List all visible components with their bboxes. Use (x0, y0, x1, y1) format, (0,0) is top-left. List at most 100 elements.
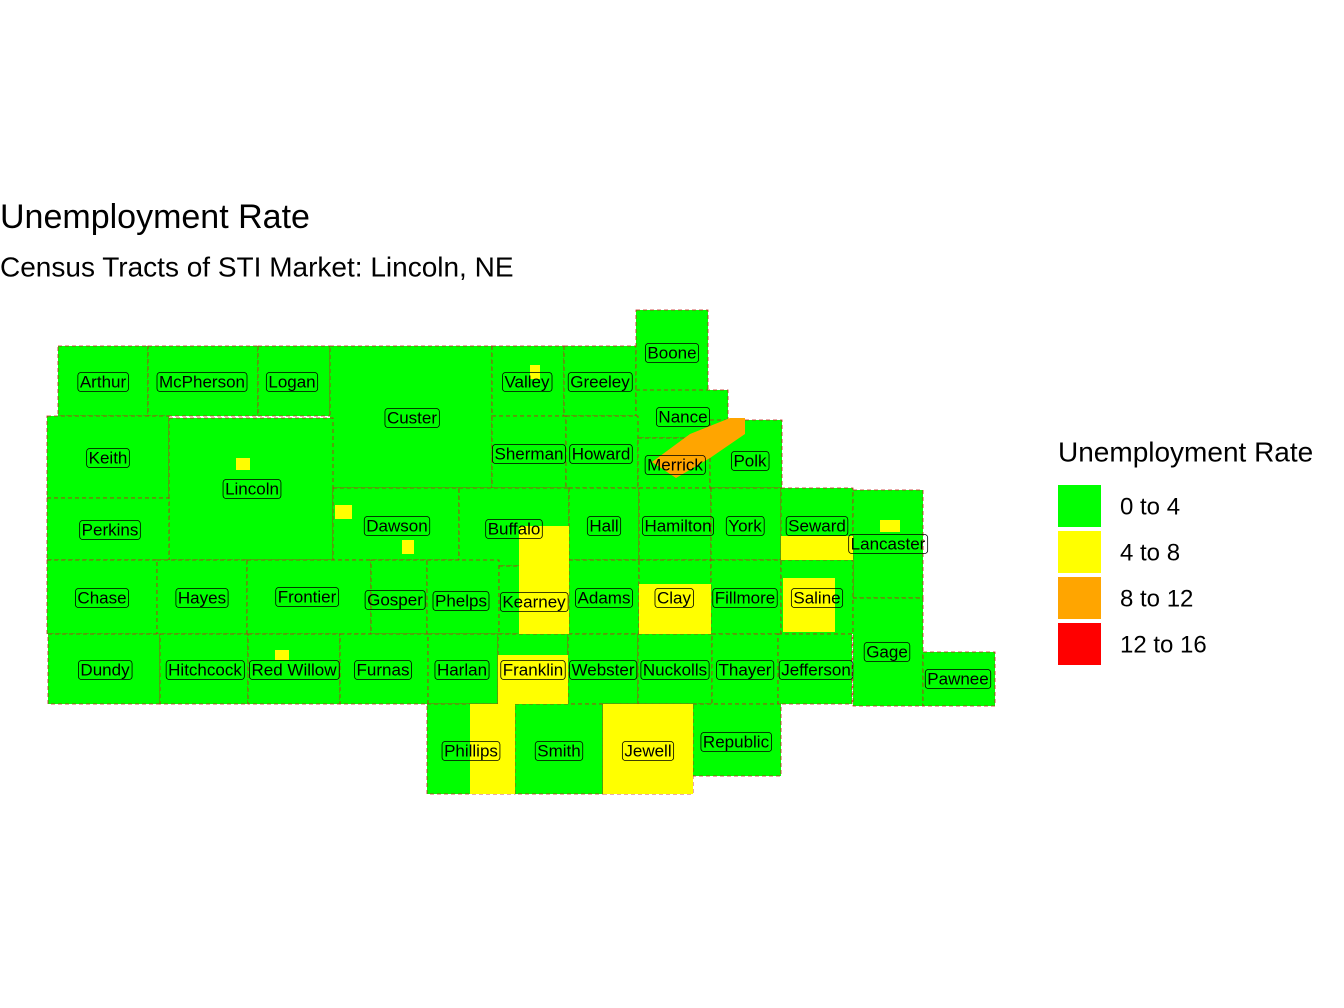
county-label: Kearney (502, 592, 566, 611)
county-label-box (492, 444, 566, 464)
county-label-box (569, 660, 638, 680)
county-label-box (848, 534, 929, 554)
county-shape (47, 633, 161, 705)
county-label: Clay (657, 588, 692, 607)
county-shape (427, 633, 499, 705)
legend-swatch (1058, 623, 1101, 665)
legend-label: 12 to 16 (1120, 631, 1207, 658)
map-subtitle: Census Tracts of STI Market: Lincoln, NE (0, 251, 514, 282)
county-label-box (575, 588, 633, 608)
legend: 0 to 4 4 to 8 8 to 12 12 to 16 (1058, 485, 1207, 665)
county-shape (777, 633, 853, 705)
county-label-box (645, 343, 699, 363)
county-label-box (863, 642, 911, 662)
county-label-box (785, 516, 849, 536)
county-label-box (275, 587, 340, 607)
tract-patches (236, 365, 900, 794)
tract-patch (236, 458, 250, 470)
map-title: Unemployment Rate (0, 198, 310, 236)
legend-label: 4 to 8 (1120, 539, 1180, 566)
county-label-box (86, 448, 130, 468)
county-shape (710, 559, 782, 635)
county-label: Nance (658, 407, 707, 426)
county-label: Smith (537, 741, 580, 760)
county-shape (168, 417, 334, 561)
county-shape (637, 633, 713, 705)
county-label-box (644, 455, 706, 475)
county-label: Republic (703, 732, 770, 751)
county-label: Valley (504, 372, 550, 391)
county-label: Saline (793, 588, 840, 607)
county-label-box (500, 660, 566, 680)
tract-patch (652, 418, 745, 478)
county-label-box (75, 588, 129, 608)
county-label-box (924, 669, 992, 689)
county-label: Seward (788, 516, 846, 535)
county-shape (922, 651, 996, 707)
county-label: Franklin (503, 660, 563, 679)
county-label-box (363, 516, 431, 536)
county-label-box (712, 588, 778, 608)
tract-patch (470, 704, 515, 794)
county-label: Hall (589, 516, 618, 535)
county-label-box (731, 451, 770, 471)
legend-swatch (1058, 485, 1101, 527)
county-shape (568, 487, 640, 561)
county-label-box (485, 519, 543, 539)
tract-patch (402, 540, 414, 554)
county-shape (147, 345, 259, 417)
county-label-box (790, 588, 844, 608)
county-label-box (156, 372, 248, 392)
county-label: Chase (77, 588, 126, 607)
county-label: Gage (866, 642, 908, 661)
tract-patch (530, 365, 540, 379)
county-shape (568, 559, 640, 635)
county-label: Webster (572, 660, 635, 679)
county-label: Hitchcock (168, 660, 242, 679)
tract-patch (603, 704, 693, 794)
county-label-box (249, 660, 340, 680)
county-shape (852, 489, 924, 599)
county-label-box (384, 408, 440, 428)
county-label: Furnas (357, 660, 410, 679)
county-label-box (716, 660, 775, 680)
county-label: Hayes (178, 588, 226, 607)
county-label: Thayer (719, 660, 772, 679)
county-shape (635, 309, 709, 401)
tract-patch (781, 536, 853, 560)
county-shape (563, 345, 637, 417)
county-label-box (700, 732, 772, 752)
county-label-box (502, 372, 553, 392)
county-label: York (728, 516, 762, 535)
county-label-box (640, 660, 710, 680)
county-label: Phelps (435, 591, 487, 610)
county-shape (692, 703, 782, 777)
county-label-box (778, 660, 854, 680)
county-labels: Arthur McPherson Logan Custer Valley Greeley B… (75, 343, 992, 761)
county-shape (246, 559, 372, 635)
county-label: Lincoln (225, 479, 279, 498)
county-shape (491, 415, 567, 489)
county-label-box (222, 479, 282, 499)
county-shape (710, 487, 782, 561)
county-shape (426, 559, 500, 635)
county-label-box (354, 660, 412, 680)
county-label: Jefferson (781, 660, 851, 679)
county-label: Sherman (495, 444, 564, 463)
tract-patch (275, 650, 289, 660)
county-label: Harlan (437, 660, 487, 679)
county-shape (638, 487, 712, 561)
county-shape (156, 559, 248, 635)
county-label: Merrick (647, 455, 703, 474)
legend-title: Unemployment Rate (1058, 436, 1313, 467)
county-label-box (79, 520, 141, 540)
county-shape (329, 345, 493, 489)
county-label-box (434, 660, 490, 680)
county-label: Jewell (624, 741, 671, 760)
county-label: Gosper (367, 590, 423, 609)
county-shape (46, 497, 170, 561)
county-shape (46, 559, 158, 635)
county-label-box (77, 372, 129, 392)
county-label-box (654, 588, 694, 608)
